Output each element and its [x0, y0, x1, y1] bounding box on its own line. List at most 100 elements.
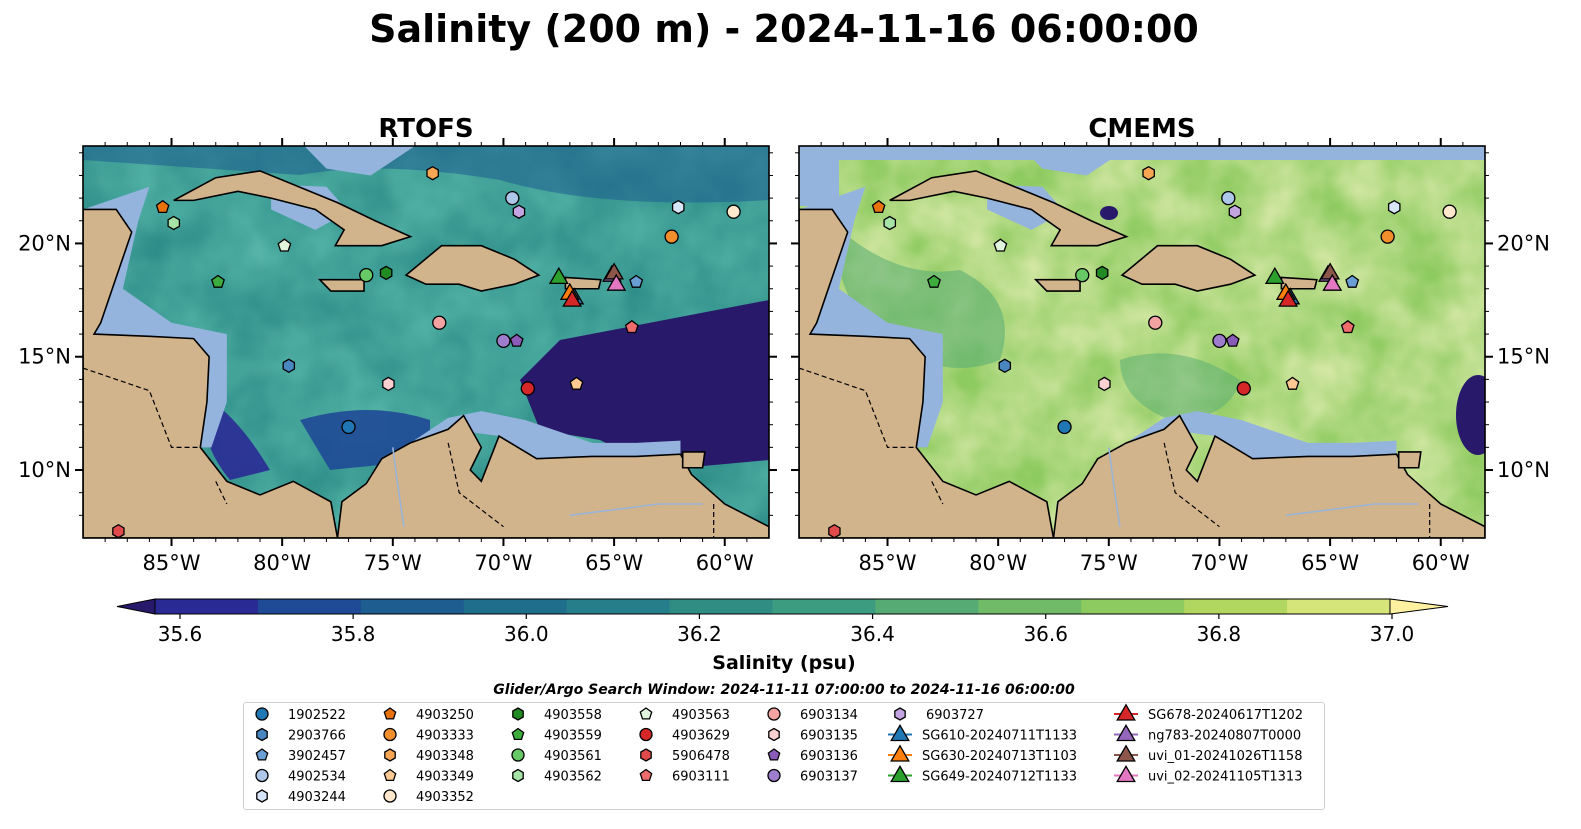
cmems-land-7 [1397, 451, 1422, 469]
rtofs-land-4 [83, 208, 339, 538]
legend-label-6903727: 6903727 [926, 708, 984, 723]
colorbar-extend-low [116, 598, 156, 615]
rtofs-marker-4903559 [211, 274, 225, 288]
legend-label-4903558: 4903558 [544, 708, 602, 723]
rtofs-atlantic-north-blue [83, 146, 769, 203]
rtofs-marker-6903134 [432, 315, 447, 330]
legend-marker-4903558 [512, 707, 524, 721]
rtofs-shelf-0 [83, 186, 227, 448]
rtofs-land-1 [404, 244, 541, 292]
colorbar-segment [566, 599, 671, 614]
legend-label-6903137: 6903137 [800, 770, 858, 785]
rtofs-xtick-label: 85°W [143, 551, 201, 575]
legend-marker-5906478 [640, 748, 652, 762]
rtofs-ytick-label: 15°N [18, 345, 71, 369]
cmems-low-salinity-eddy [1456, 375, 1485, 455]
legend-marker-6903111 [639, 768, 653, 782]
legend-marker-4903562 [512, 768, 524, 783]
legend-marker-4903333 [383, 727, 397, 742]
legend: 1902522 2903766 3902457 4902534 4903244 49032… [243, 702, 1325, 810]
cmems-land-3 [1033, 278, 1081, 292]
legend-marker-4903561 [511, 748, 525, 762]
rtofs-border-2 [447, 442, 504, 528]
legend-label-6903111: 6903111 [672, 770, 730, 785]
colorbar-tick-label: 36.6 [1023, 622, 1068, 646]
legend-label-4903333: 4903333 [416, 729, 474, 744]
legend-label-1902522: 1902522 [288, 708, 346, 723]
rtofs-marker-2903766 [282, 358, 296, 374]
cmems-marker-4903559 [927, 274, 941, 288]
rtofs-land-6 [225, 146, 262, 147]
rtofs-marker-4903563 [277, 238, 292, 252]
cmems-marker-4903250 [871, 199, 886, 214]
cmems-border-2 [1163, 442, 1220, 528]
cmems-ytick-label: 20°N [1497, 231, 1550, 255]
cmems-marker-3902457 [1345, 274, 1360, 288]
cmems-xtick-label: 65°W [1301, 551, 1359, 575]
legend-label-4903349: 4903349 [416, 770, 474, 785]
cmems-land-5 [1052, 414, 1485, 538]
colorbar-tick-label: 36.2 [677, 622, 722, 646]
legend-label-SG649-20240712T1133: SG649-20240712T1133 [922, 770, 1077, 785]
legend-marker-4903563 [639, 707, 653, 720]
cmems-marker-4903561 [1075, 268, 1090, 283]
legend-label-4903352: 4903352 [416, 790, 474, 805]
rtofs-marker-6903727 [512, 204, 526, 219]
rtofs-marker-4903558 [379, 265, 393, 281]
legend-label-4903563: 4903563 [672, 708, 730, 723]
legend-marker-uvi_02-20241105T1313 [1116, 765, 1136, 783]
cmems-marker-uvi_02-20241105T1313 [1322, 273, 1343, 291]
legend-marker-3902457 [255, 748, 269, 761]
rtofs-marker-6903136 [509, 333, 524, 347]
colorbar-label: Salinity (psu) [712, 652, 855, 674]
legend-marker-SG630-20240713T1103 [890, 744, 910, 762]
rtofs-border-1 [215, 481, 228, 505]
rtofs-ytick-label: 20°N [18, 231, 71, 255]
rtofs-marker-4903250 [155, 199, 170, 214]
cmems-marker-SG678-20240617T1202 [1278, 289, 1299, 307]
rtofs-marker-4903562 [167, 215, 181, 231]
legend-label-4903562: 4903562 [544, 770, 602, 785]
rtofs-low-salinity-gulf-honduras [205, 400, 270, 480]
cmems-no-data-band-left [799, 146, 839, 206]
observation-markers [112, 165, 1457, 539]
legend-marker-6903136 [767, 748, 781, 761]
rtofs-xtick-label: 65°W [585, 551, 643, 575]
cmems-marker-4903348 [1142, 165, 1155, 181]
cmems-xtick-label: 85°W [859, 551, 917, 575]
cmems-shelf-0 [799, 186, 943, 448]
legend-label-ng783-20240807T0000: ng783-20240807T0000 [1148, 729, 1301, 744]
legend-marker-4903348 [384, 748, 396, 762]
cmems-river-1 [1285, 503, 1419, 517]
rtofs-marker-3902457 [629, 274, 644, 288]
rtofs-marker-4903244 [671, 199, 685, 215]
legend-label-SG678-20240617T1202: SG678-20240617T1202 [1148, 708, 1303, 723]
legend-marker-1902522 [255, 707, 269, 721]
legend-entries: 1902522 2903766 3902457 4902534 4903244 49032… [255, 703, 1303, 805]
cmems-marker-6903134 [1148, 315, 1163, 330]
cmems-ytick-label: 10°N [1497, 458, 1550, 482]
rtofs-marker-6903135 [382, 376, 395, 392]
legend-marker-6903137 [767, 768, 781, 783]
figure-title: Salinity (200 m) - 2024-11-16 06:00:00 [369, 7, 1199, 51]
cmems-xtick-label: 75°W [1080, 551, 1138, 575]
rtofs-marker-4903352 [726, 204, 741, 219]
rtofs-panel-title: RTOFS [378, 114, 473, 144]
cmems-land-1 [1120, 244, 1257, 292]
legend-marker-SG610-20240711T1133 [890, 724, 910, 742]
colorbar-segment [978, 599, 1082, 614]
cmems-marker-2903766 [998, 358, 1012, 374]
colorbar-extend-high [1389, 598, 1449, 615]
cmems-marker-6903135 [1098, 376, 1111, 392]
rtofs-marker-4903333 [664, 229, 679, 244]
legend-marker-4903629 [639, 727, 653, 742]
cmems-marker-6903137 [1212, 333, 1227, 349]
colorbar-segment [669, 599, 773, 614]
rtofs-marker-SG649-20240712T1133 [548, 266, 569, 285]
legend-marker-ng783-20240807T0000 [1116, 724, 1136, 742]
legend-label-6903134: 6903134 [800, 708, 858, 723]
colorbar-segment [360, 599, 465, 614]
rtofs-shelf-3 [304, 146, 415, 176]
cmems-marker-6903136 [1225, 333, 1240, 347]
